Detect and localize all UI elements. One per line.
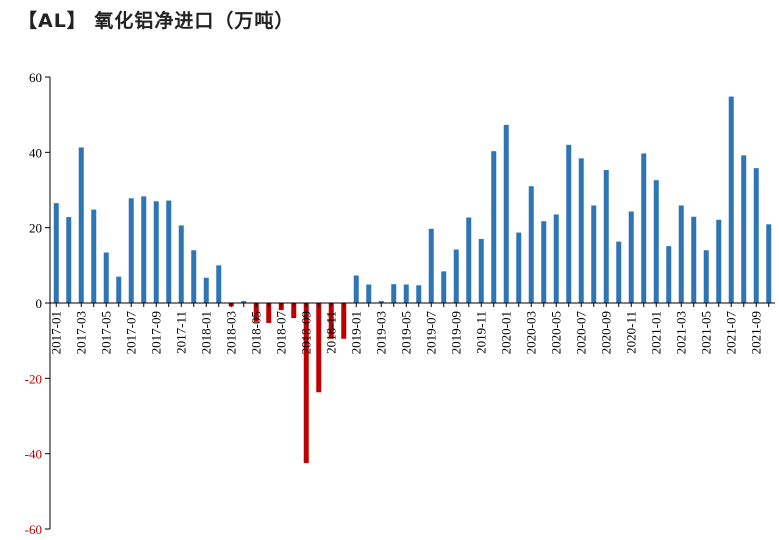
bar-2020-05 <box>553 214 559 303</box>
y-tick-label: 20 <box>29 221 42 236</box>
bar-2021-09 <box>753 168 759 303</box>
bar-2020-06 <box>566 144 572 303</box>
bar-2020-07 <box>578 158 584 303</box>
bar-2018-05 <box>253 303 259 322</box>
y-axis: 60 40 20 0 -20 -40 -60 <box>25 70 51 537</box>
bar-2019-06 <box>416 285 422 303</box>
bar-2019-01 <box>353 275 359 303</box>
x-tick-label: 2021-05 <box>698 311 713 354</box>
bar-2017-03 <box>78 147 84 303</box>
x-tick-label: 2021-07 <box>723 311 738 355</box>
bar-2021-01 <box>653 180 659 303</box>
bar-2017-02 <box>66 217 72 303</box>
bar-2021-07 <box>728 96 734 303</box>
bar-2018-02 <box>216 265 222 303</box>
bar-2021-06 <box>716 219 722 303</box>
bar-2019-02 <box>366 284 372 303</box>
y-tick-label: 60 <box>29 70 42 85</box>
bar-2018-12 <box>341 303 347 339</box>
x-tick-label: 2017-03 <box>73 311 88 354</box>
x-tick-label: 2019-11 <box>473 311 488 354</box>
x-tick-label: 2017-07 <box>123 311 138 355</box>
bar-2017-08 <box>141 196 147 303</box>
bar-2018-08 <box>291 303 297 319</box>
x-tick-label: 2017-01 <box>48 311 63 354</box>
bar-2021-03 <box>678 205 684 303</box>
bar-2019-03 <box>378 301 384 303</box>
bar-2020-09 <box>603 170 609 303</box>
x-tick-label: 2020-07 <box>573 311 588 355</box>
x-tick-label: 2021-09 <box>748 311 763 354</box>
x-tick-label: 2020-11 <box>623 311 638 354</box>
y-tick-label: 0 <box>36 296 43 311</box>
bar-2020-10 <box>616 241 622 303</box>
bar-2020-12 <box>641 153 647 303</box>
bar-2021-10 <box>766 224 772 303</box>
y-tick-label: -40 <box>25 447 42 462</box>
bar-2019-10 <box>466 217 472 303</box>
x-tick-label: 2019-09 <box>448 311 463 354</box>
bar-2020-11 <box>628 211 634 303</box>
x-tick-label: 2018-11 <box>323 311 338 354</box>
bar-2020-08 <box>591 205 597 303</box>
x-tick-label: 2019-07 <box>423 311 438 355</box>
bar-2019-04 <box>391 284 397 303</box>
bar-2019-08 <box>441 271 447 303</box>
bar-2017-10 <box>166 200 172 303</box>
x-tick-label: 2017-11 <box>173 311 188 354</box>
bar-2021-04 <box>691 216 697 303</box>
bar-2020-02 <box>516 232 522 303</box>
x-tick-label: 2018-01 <box>198 311 213 354</box>
y-tick-label: -20 <box>25 371 42 386</box>
bar-2018-11 <box>328 303 334 339</box>
bar-2021-08 <box>741 155 747 303</box>
bar-2018-01 <box>203 277 209 303</box>
bar-2019-05 <box>403 284 409 303</box>
x-tick-label: 2019-05 <box>398 311 413 354</box>
bar-2017-05 <box>103 252 109 303</box>
bar-2018-06 <box>266 303 272 323</box>
bar-2021-05 <box>703 250 709 303</box>
x-tick-label: 2017-09 <box>148 311 163 354</box>
x-tick-label: 2020-03 <box>523 311 538 354</box>
x-tick-label: 2018-07 <box>273 311 288 355</box>
y-tick-label: 40 <box>29 145 42 160</box>
x-tick-label: 2018-09 <box>298 311 313 354</box>
bar-2018-09 <box>303 303 309 464</box>
x-axis: 2017-01 2017-03 2017-05 2017-07 2017-09 2017-… <box>48 302 775 355</box>
bar-2020-01 <box>503 124 509 303</box>
bar-2017-07 <box>128 198 134 303</box>
bar-2017-04 <box>91 209 97 303</box>
bar-2021-02 <box>666 246 672 303</box>
x-tick-label: 2019-01 <box>348 311 363 354</box>
x-tick-label: 2019-03 <box>373 311 388 354</box>
bar-2017-12 <box>191 250 197 303</box>
bar-2017-06 <box>116 276 122 303</box>
x-tick-label: 2020-01 <box>498 311 513 354</box>
bar-2019-12 <box>491 151 497 303</box>
bar-2019-07 <box>428 228 434 303</box>
x-tick-label: 2020-09 <box>598 311 613 354</box>
bar-2017-09 <box>153 201 159 303</box>
bar-2020-04 <box>541 221 547 303</box>
bar-2019-09 <box>453 249 459 303</box>
bar-2017-11 <box>178 225 184 303</box>
bar-2020-03 <box>528 186 534 303</box>
x-tick-label: 2021-01 <box>648 311 663 354</box>
bar-2017-01 <box>53 203 59 303</box>
bar-2018-04 <box>241 301 247 303</box>
x-tick-label: 2018-05 <box>248 311 263 354</box>
chart-title: 【AL】 氧化铝净进口（万吨） <box>18 10 295 32</box>
x-tick-label: 2018-03 <box>223 311 238 354</box>
bars <box>53 96 772 464</box>
bar-2019-11 <box>478 238 484 303</box>
x-tick-label: 2020-05 <box>548 311 563 354</box>
y-tick-label: -60 <box>25 522 42 537</box>
x-tick-label: 2021-03 <box>673 311 688 354</box>
x-tick-label: 2017-05 <box>98 311 113 354</box>
bar-2018-10 <box>316 303 322 393</box>
